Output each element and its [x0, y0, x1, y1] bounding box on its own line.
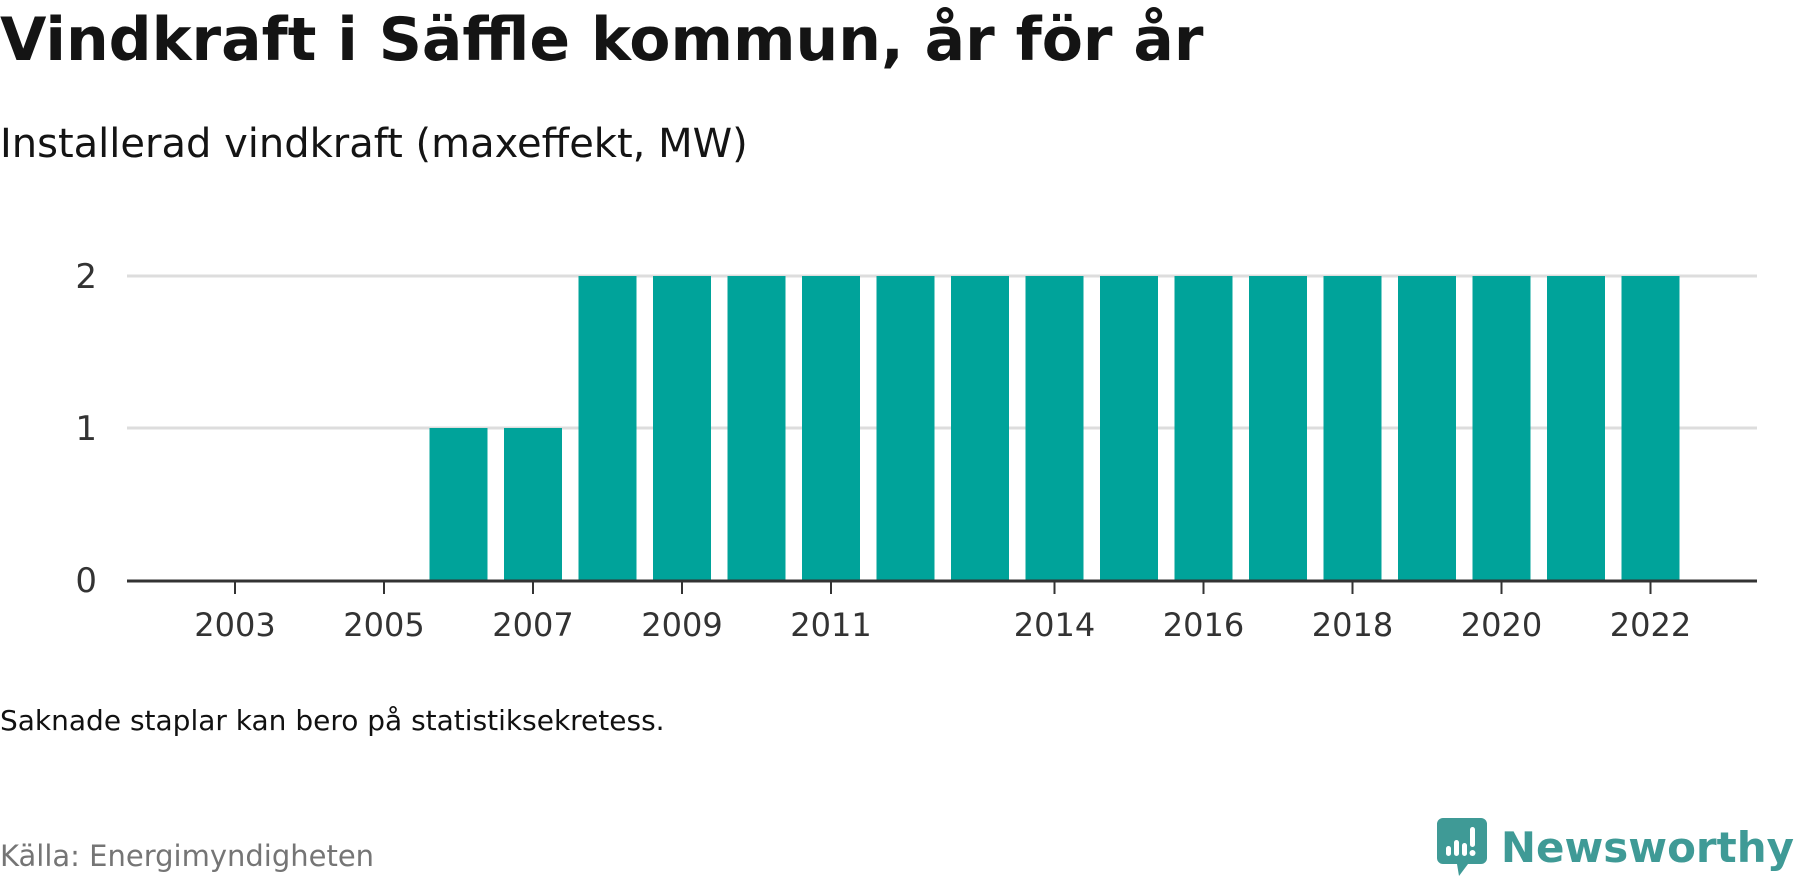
x-tick-label: 2018 — [1312, 606, 1393, 644]
bar-chart: 0 1 2 2003 2005 2007 2009 2011 2014 2016 2018 2020… — [75, 257, 1757, 644]
bar-2012[interactable] — [876, 276, 935, 580]
x-tick-label: 2009 — [641, 606, 722, 644]
bar-2007[interactable] — [504, 428, 562, 580]
x-tick-labels: 2003 2005 2007 2009 2011 2014 2016 2018 2020 2022 — [194, 606, 1691, 644]
x-tick-label: 2005 — [343, 606, 424, 644]
y-tick-label: 2 — [75, 257, 97, 297]
source-credit: Källa: Energimyndigheten — [0, 839, 375, 873]
bar-2018[interactable] — [1323, 276, 1382, 580]
bar-2016[interactable] — [1174, 276, 1233, 580]
bar-2022[interactable] — [1621, 276, 1680, 580]
bar-2019[interactable] — [1398, 276, 1456, 580]
x-tick-label: 2014 — [1014, 606, 1095, 644]
bar-2021[interactable] — [1547, 276, 1605, 580]
bar-2014[interactable] — [1025, 276, 1084, 580]
y-tick-label: 1 — [75, 409, 97, 449]
bars — [429, 276, 1680, 580]
x-tick-label: 2022 — [1610, 606, 1691, 644]
x-tick-marks — [234, 582, 1652, 594]
bar-2010[interactable] — [727, 276, 786, 580]
bar-2015[interactable] — [1100, 276, 1158, 580]
chart-subtitle: Installerad vindkraft (maxeffekt, MW) — [0, 121, 748, 167]
chart-title: Vindkraft i Säffle kommun, år för år — [0, 5, 1204, 75]
x-tick-label: 2003 — [194, 606, 275, 644]
x-tick-label: 2011 — [790, 606, 871, 644]
newsworthy-logo[interactable]: Newsworthy — [1436, 818, 1794, 878]
y-tick-labels: 0 1 2 — [75, 257, 97, 601]
newsworthy-logo-icon — [1436, 818, 1487, 878]
bar-2006[interactable] — [429, 428, 488, 580]
footnote: Saknade staplar kan bero på statistiksek… — [0, 704, 665, 737]
x-tick-label: 2016 — [1163, 606, 1244, 644]
x-tick-label: 2007 — [492, 606, 573, 644]
y-tick-label: 0 — [75, 561, 97, 601]
bar-2013[interactable] — [951, 276, 1009, 580]
bar-2008[interactable] — [578, 276, 637, 580]
x-tick-label: 2020 — [1461, 606, 1542, 644]
bar-2009[interactable] — [653, 276, 711, 580]
bar-2017[interactable] — [1249, 276, 1307, 580]
bar-2020[interactable] — [1472, 276, 1531, 580]
newsworthy-logo-text: Newsworthy — [1500, 823, 1794, 872]
bar-2011[interactable] — [802, 276, 860, 580]
